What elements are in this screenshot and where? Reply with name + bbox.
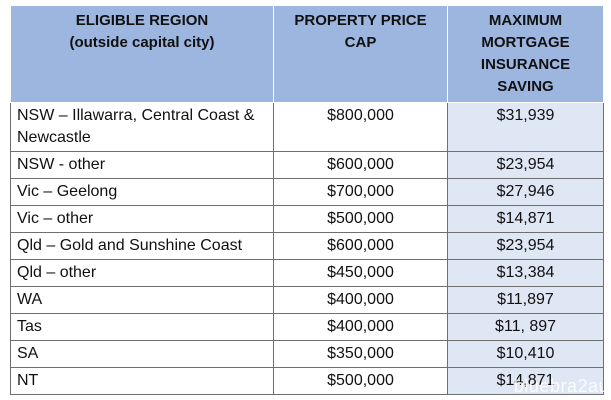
header-price-line-2: CAP xyxy=(344,34,377,51)
region-cell: Vic – other xyxy=(10,205,274,233)
header-price-line-1: PROPERTY PRICE xyxy=(294,12,427,29)
watermark-text: bluebra2au xyxy=(513,376,609,396)
saving-cell: $23,954 xyxy=(447,151,604,179)
price-cap-cell: $400,000 xyxy=(273,286,448,314)
table-row: WA $400,000 $11,897 xyxy=(10,286,604,314)
header-saving-line-2: MORTGAGE xyxy=(481,34,570,51)
region-cell: Vic – Geelong xyxy=(10,178,274,206)
region-cell: NSW - other xyxy=(10,151,274,179)
table-row: NSW - other $600,000 $23,954 xyxy=(10,151,604,179)
saving-cell: $11,897 xyxy=(447,286,604,314)
region-cell: Qld – Gold and Sunshine Coast xyxy=(10,232,274,260)
price-cap-cell: $450,000 xyxy=(273,259,448,287)
header-property-price-cap: PROPERTY PRICE CAP xyxy=(273,5,448,103)
region-cell: Qld – other xyxy=(10,259,274,287)
table-row: Tas $400,000 $11, 897 xyxy=(10,313,604,341)
table-row: NT $500,000 $14,871 xyxy=(10,367,604,395)
price-cap-cell: $600,000 xyxy=(273,232,448,260)
saving-cell: $14,871 xyxy=(447,367,604,395)
region-cell: WA xyxy=(10,286,274,314)
header-region-line-1: ELIGIBLE REGION xyxy=(75,12,209,29)
region-cell: NT xyxy=(10,367,274,395)
table-row: NSW – Illawarra, Central Coast & Newcast… xyxy=(10,102,604,152)
saving-cell: $23,954 xyxy=(447,232,604,260)
price-cap-cell: $350,000 xyxy=(273,340,448,368)
saving-cell: $11, 897 xyxy=(447,313,604,341)
price-cap-cell: $500,000 xyxy=(273,367,448,395)
price-cap-cell: $400,000 xyxy=(273,313,448,341)
region-cell: NSW – Illawarra, Central Coast & Newcast… xyxy=(10,102,274,152)
table-row: Qld – other $450,000 $13,384 xyxy=(10,259,604,287)
region-cell: Tas xyxy=(10,313,274,341)
table-header-row: ELIGIBLE REGION (outside capital city) P… xyxy=(10,5,604,103)
price-cap-cell: $700,000 xyxy=(273,178,448,206)
price-cap-cell: $800,000 xyxy=(273,102,448,152)
saving-cell: $27,946 xyxy=(447,178,604,206)
eligible-region-table: ELIGIBLE REGION (outside capital city) P… xyxy=(10,5,604,395)
table-row: Vic – other $500,000 $14,871 xyxy=(10,205,604,233)
saving-cell: $13,384 xyxy=(447,259,604,287)
price-cap-cell: $600,000 xyxy=(273,151,448,179)
header-eligible-region: ELIGIBLE REGION (outside capital city) xyxy=(10,5,274,103)
header-maximum-mortgage-insurance-saving: MAXIMUM MORTGAGE INSURANCE SAVING xyxy=(447,5,604,103)
table-row: Vic – Geelong $700,000 $27,946 xyxy=(10,178,604,206)
header-saving-line-3: INSURANCE xyxy=(480,56,571,73)
saving-cell: $31,939 xyxy=(447,102,604,152)
table-row: Qld – Gold and Sunshine Coast $600,000 $… xyxy=(10,232,604,260)
table-row: SA $350,000 $10,410 xyxy=(10,340,604,368)
saving-cell: $14,871 xyxy=(447,205,604,233)
price-cap-cell: $500,000 xyxy=(273,205,448,233)
region-cell: SA xyxy=(10,340,274,368)
saving-cell: $10,410 xyxy=(447,340,604,368)
header-saving-line-4: SAVING xyxy=(497,78,554,95)
header-region-line-2: (outside capital city) xyxy=(69,34,215,51)
header-saving-line-1: MAXIMUM xyxy=(488,12,563,29)
